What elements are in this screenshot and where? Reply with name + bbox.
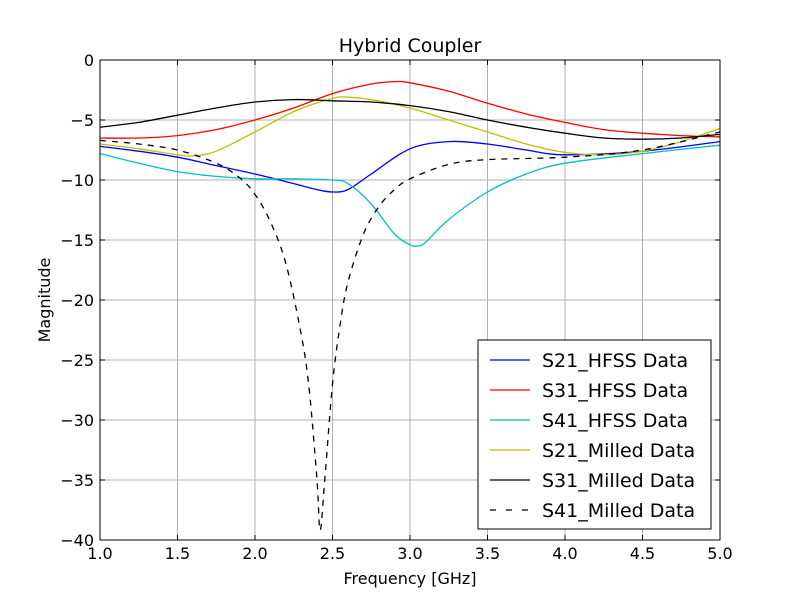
x-tick-label: 4.0 xyxy=(552,544,577,563)
series-layer xyxy=(100,80,720,532)
x-tick-label: 5.0 xyxy=(707,544,732,563)
series-line-s41-milled-data xyxy=(100,131,720,532)
legend-label: S21_HFSS Data xyxy=(542,350,688,372)
legend-label: S41_Milled Data xyxy=(542,500,695,522)
chart-title: Hybrid Coupler xyxy=(339,35,482,57)
legend-label: S31_HFSS Data xyxy=(542,380,688,402)
ticks: 1.0 1.5 2.0 2.5 3.0 3.5 4.0 4.5 5.0 0 −5 −10 −15 −20 −… xyxy=(60,51,732,563)
y-tick-label: −5 xyxy=(70,111,94,130)
y-tick-label: −15 xyxy=(60,231,94,250)
x-tick-label: 4.5 xyxy=(630,544,655,563)
x-tick-label: 3.5 xyxy=(475,544,500,563)
series-line-s31-hfss-data xyxy=(100,80,720,139)
y-tick-label: −20 xyxy=(60,291,94,310)
y-tick-label: −35 xyxy=(60,471,94,490)
x-tick-label: 3.0 xyxy=(397,544,422,563)
legend-label: S41_HFSS Data xyxy=(542,410,688,432)
x-tick-label: 1.0 xyxy=(87,544,112,563)
y-tick-label: −30 xyxy=(60,411,94,430)
y-tick-label: −25 xyxy=(60,351,94,370)
series-line-s21-hfss-data xyxy=(100,140,720,193)
x-tick-label: 2.0 xyxy=(242,544,267,563)
x-axis-label: Frequency [GHz] xyxy=(343,569,476,588)
series-line-s41-hfss-data xyxy=(100,144,720,247)
x-tick-label: 1.5 xyxy=(165,544,190,563)
series-line-s21-milled-data xyxy=(100,96,720,157)
y-tick-label: −40 xyxy=(60,531,94,550)
legend: S21_HFSS Data S31_HFSS Data S41_HFSS Data S… xyxy=(477,339,712,530)
legend-label: S21_Milled Data xyxy=(542,440,695,462)
y-tick-label: 0 xyxy=(84,51,94,70)
x-tick-label: 2.5 xyxy=(320,544,345,563)
legend-box xyxy=(477,339,712,530)
y-tick-label: −10 xyxy=(60,171,94,190)
y-axis-label: Magnitude xyxy=(35,258,54,343)
legend-label: S31_Milled Data xyxy=(542,470,695,492)
series-line-s31-milled-data xyxy=(100,98,720,140)
